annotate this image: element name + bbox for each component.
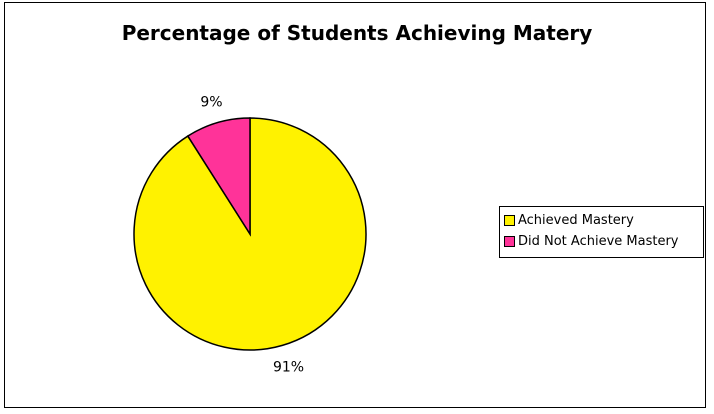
legend-item-did-not-achieve-mastery: Did Not Achieve Mastery (504, 231, 703, 252)
legend-swatch-achieved-mastery (504, 215, 515, 226)
chart-title: Percentage of Students Achieving Matery (121, 21, 593, 45)
pie-label-achieved-mastery: 91% (273, 360, 304, 376)
pie-slice-did-not-achieve-mastery (186, 117, 251, 237)
legend-label-achieved-mastery: Achieved Mastery (518, 213, 634, 228)
pie-slices (133, 117, 367, 351)
legend-item-achieved-mastery: Achieved Mastery (504, 210, 703, 231)
pie-value-labels: 91% 9% (200, 95, 304, 376)
legend-label-did-not-achieve-mastery: Did Not Achieve Mastery (518, 234, 679, 249)
legend-swatch-did-not-achieve-mastery (504, 236, 515, 247)
pie-label-did-not-achieve-mastery: 9% (200, 95, 222, 111)
chart-legend: Achieved Mastery Did Not Achieve Mastery (499, 206, 704, 258)
